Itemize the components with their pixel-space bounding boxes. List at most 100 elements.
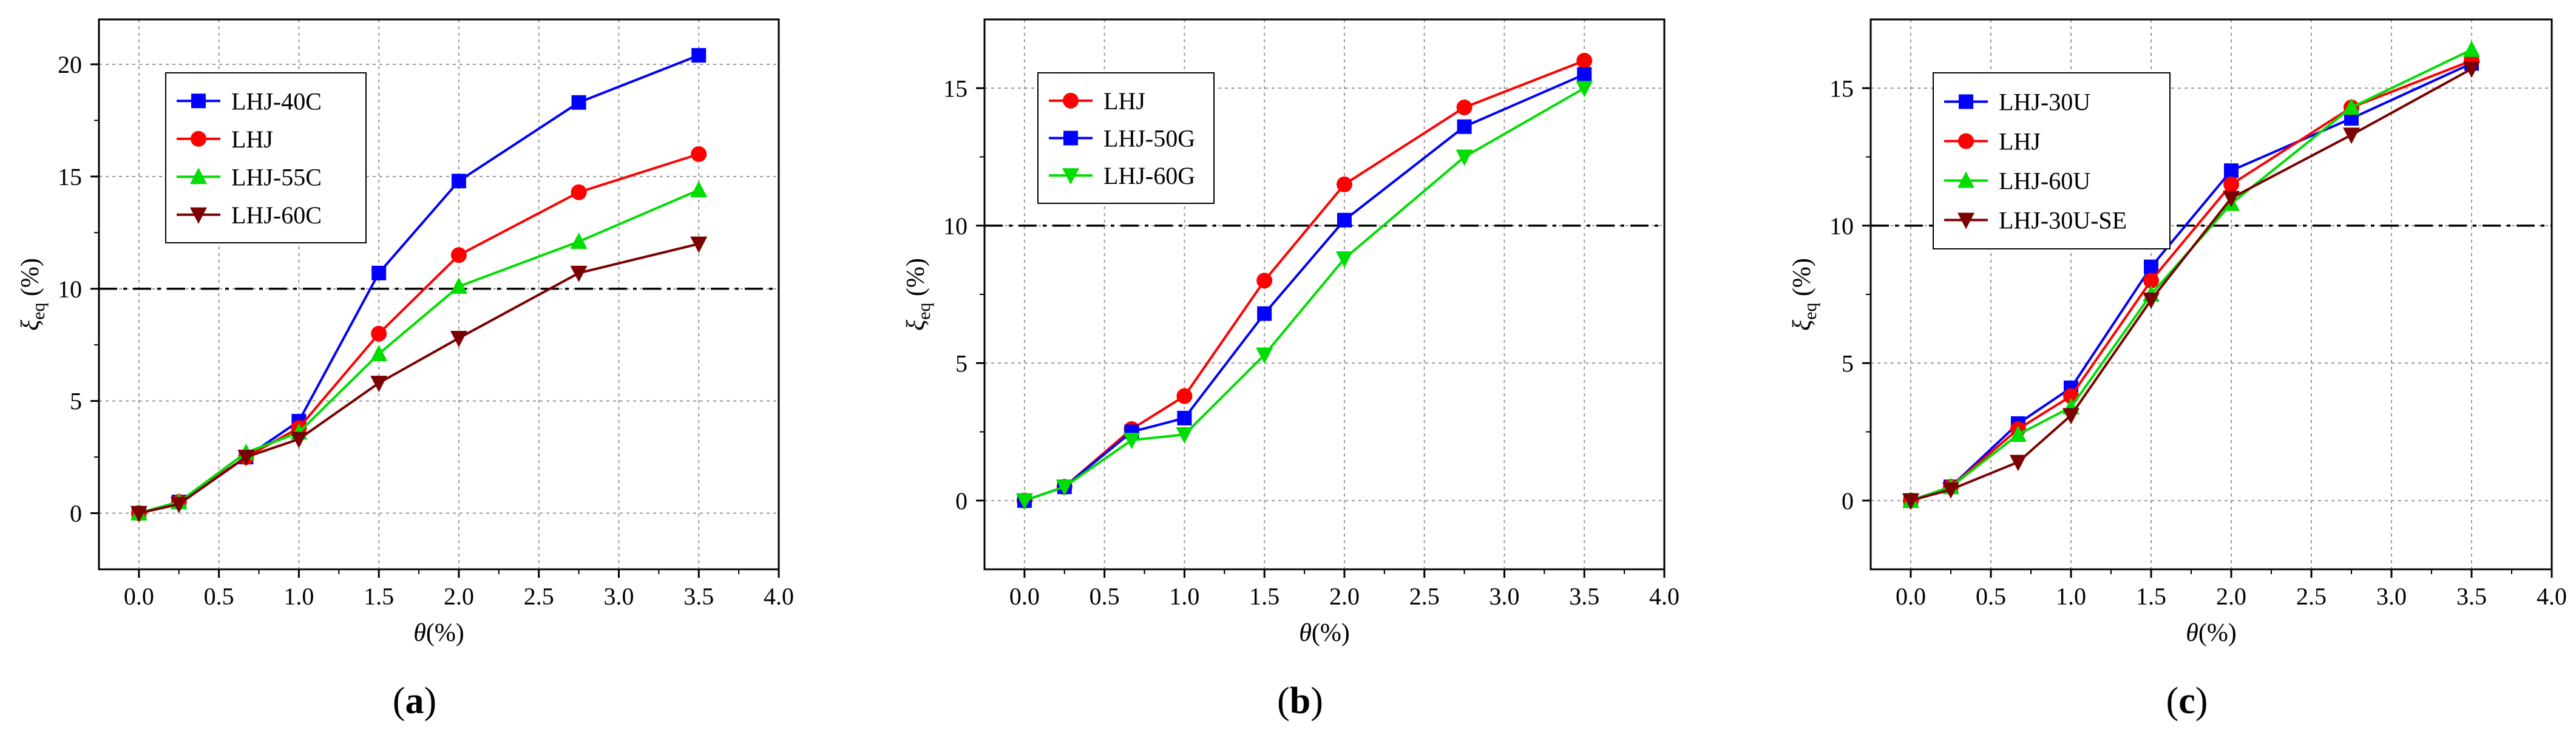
x-tick-label: 1.5	[2136, 583, 2166, 610]
x-tick-label: 1.0	[283, 583, 314, 610]
x-tick-label: 0.5	[204, 583, 234, 610]
grid	[985, 19, 1664, 569]
data-point	[290, 432, 308, 449]
legend-marker	[1958, 133, 1974, 149]
data-point	[1576, 52, 1593, 69]
legend-marker	[1957, 171, 1974, 188]
data-point	[2223, 191, 2240, 208]
x-tick-label: 0.0	[1896, 583, 1926, 610]
y-tick-label: 20	[58, 51, 82, 78]
legend-label: LHJ-50G	[1103, 125, 1195, 152]
legend-label: LHJ-60U	[1999, 168, 2090, 195]
data-point	[237, 450, 255, 467]
data-point	[690, 181, 708, 198]
x-tick-label: 2.5	[2296, 583, 2327, 610]
x-tick-label: 0.0	[124, 583, 154, 610]
x-tick-label: 2.0	[1329, 583, 1360, 610]
series-LHJ-30U-SE	[1902, 61, 2480, 510]
panel-label: (a)	[393, 680, 436, 722]
legend-marker	[191, 130, 206, 147]
data-point	[130, 506, 147, 523]
y-tick-label: 5	[955, 350, 968, 377]
data-point	[1176, 388, 1193, 404]
legend-label: LHJ-30U-SE	[1999, 207, 2127, 234]
data-point	[1336, 176, 1352, 192]
y-axis-title: ξeq (%)	[16, 258, 49, 331]
data-point	[690, 236, 708, 253]
panel-c: 0.0 0.5 1.0 1.5 2.0 2.5 3.0 3.5 4.0 0 5 10 15 θ(%) ξeq…	[1788, 18, 2567, 722]
data-point	[1056, 479, 1073, 496]
series-LHJ-60C	[130, 236, 708, 523]
data-point	[2143, 293, 2160, 310]
y-axis-title: ξeq (%)	[1788, 258, 1820, 331]
data-point	[2223, 176, 2239, 192]
x-tick-label: 0.0	[1009, 583, 1040, 610]
legend-marker	[190, 168, 207, 185]
y-axis-title: ξeq (%)	[902, 258, 934, 331]
data-point	[450, 331, 467, 348]
x-tick-label: 0.5	[1090, 583, 1120, 610]
x-tick-label: 3.0	[1489, 583, 1519, 610]
x-tick-label: 4.0	[1649, 583, 1679, 610]
data-point	[571, 95, 586, 110]
legend-label: LHJ-55C	[231, 163, 322, 191]
series-line	[1910, 67, 2472, 502]
panel-label: (b)	[1277, 680, 1323, 722]
x-tick-label: 2.5	[1409, 583, 1440, 610]
y-tick-label: 15	[1829, 75, 1854, 102]
data-point	[371, 325, 387, 342]
data-point	[2062, 408, 2079, 425]
legend-label: LHJ-40C	[231, 87, 322, 115]
x-tick-label: 4.0	[2537, 583, 2567, 610]
legend-marker	[190, 207, 207, 224]
x-tick-label: 2.0	[444, 583, 474, 610]
data-point	[571, 184, 587, 200]
x-tick-label: 1.5	[364, 583, 394, 610]
series-line	[1910, 49, 2472, 502]
x-axis-title: θ(%)	[1299, 619, 1350, 647]
data-point	[1256, 273, 1273, 289]
panel-label: (c)	[2166, 680, 2208, 722]
data-point	[570, 265, 588, 282]
data-point	[170, 496, 188, 513]
legend-label: LHJ	[231, 126, 273, 153]
data-point	[2463, 61, 2480, 78]
y-tick-label: 15	[58, 163, 82, 191]
data-point	[1337, 212, 1352, 228]
legend: LHJ-30U LHJ LHJ-60U LHJ-30U-SE	[1933, 72, 2171, 249]
data-point	[570, 232, 588, 249]
panel-b: 0.0 0.5 1.0 1.5 2.0 2.5 3.0 3.5 4.0 0 5 10 15 θ(%) ξeq…	[902, 18, 1679, 722]
data-point	[1457, 119, 1472, 134]
data-point	[691, 146, 707, 162]
legend-label: LHJ-30U	[1999, 89, 2090, 116]
legend-label: LHJ-60G	[1103, 162, 1195, 189]
data-point	[370, 376, 388, 393]
y-tick-label: 10	[58, 276, 82, 303]
y-tick-label: 15	[943, 75, 968, 102]
data-point	[451, 174, 466, 189]
y-tick-label: 0	[1842, 487, 1854, 515]
data-point	[1015, 493, 1033, 510]
x-tick-label: 1.0	[2056, 583, 2086, 610]
data-point	[371, 265, 387, 280]
data-point	[1456, 99, 1473, 115]
legend-label: LHJ-60C	[231, 202, 322, 229]
x-tick-label: 4.0	[764, 583, 794, 610]
x-tick-label: 2.5	[524, 583, 554, 610]
series-line	[138, 189, 700, 515]
legend-marker	[1959, 94, 1973, 109]
legend-marker	[191, 93, 206, 109]
data-point	[1942, 482, 1959, 499]
x-tick-label: 0.5	[1976, 583, 2006, 610]
legend-label: LHJ	[1103, 87, 1145, 115]
x-tick-label: 3.5	[1569, 583, 1599, 610]
legend-label: LHJ	[1999, 128, 2041, 155]
data-point	[1902, 493, 1919, 510]
y-tick-label: 10	[1829, 212, 1854, 240]
data-point	[1256, 347, 1273, 364]
x-tick-label: 2.0	[2216, 583, 2246, 610]
series-line	[1024, 87, 1585, 502]
series-line	[138, 242, 699, 515]
plot-frame	[98, 18, 780, 571]
